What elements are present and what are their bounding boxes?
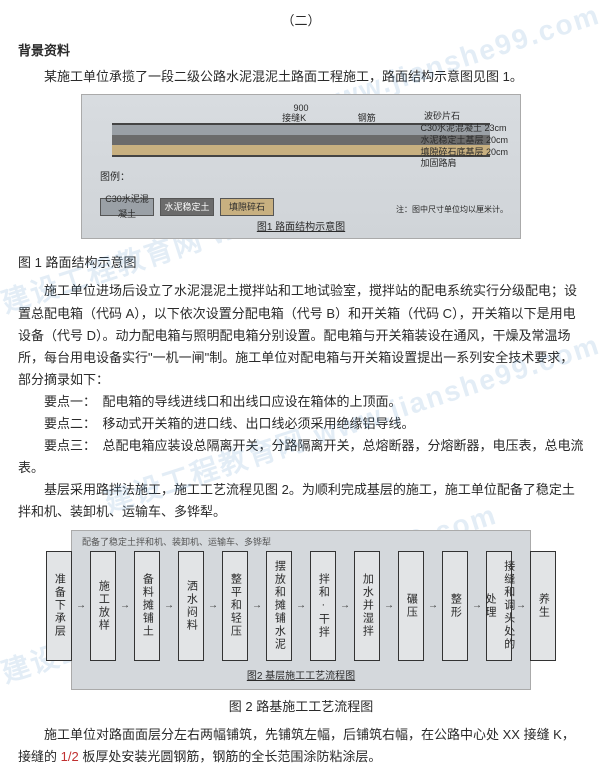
figure-2-wrap: 配备了稳定土拌和机、装卸机、运输车、多铧犁 准备下承层→ 施工放样→ 备料摊铺土…: [18, 530, 584, 690]
fig1-right-label: 加固路肩: [420, 158, 508, 170]
fig1-slope-label: 波砂片石: [424, 109, 460, 124]
section-number: （二）: [18, 10, 584, 32]
fig1-legend: C30水泥混凝土 水泥稳定土 填隙碎石: [100, 198, 274, 216]
legend-item: 填隙碎石: [220, 198, 274, 216]
para4-part-b: 板厚处安装光圆钢筋，钢筋的全长范围涂防粘涂层。: [79, 749, 382, 764]
flow-arrow-icon: →: [120, 597, 130, 614]
fig2-top-hint: 配备了稳定土拌和机、装卸机、运输车、多铧犁: [82, 535, 271, 550]
flow-step: 拌和·干拌: [310, 551, 336, 661]
flow-arrow-icon: →: [76, 597, 86, 614]
fig1-right-labels: C30水泥混凝土 23cm 水泥稳定土基层 20cm 填隙碎石底基层 20cm …: [420, 123, 508, 170]
figure-1-wrap: 900 接缝K 钢筋 图例： C30水泥混凝土 水泥稳定土 填隙碎石 C30水泥…: [18, 94, 584, 246]
flow-step: 碾压: [398, 551, 424, 661]
flow-step: 加水并湿拌: [354, 551, 380, 661]
fig1-right-label: C30水泥混凝土 23cm: [420, 123, 508, 135]
paragraph-2: 施工单位进场后设立了水泥混泥土搅拌站和工地试验室，搅拌站的配电系统实行分级配电；…: [18, 280, 584, 390]
point-1: 要点一： 配电箱的导线进线口和出线口应设在箱体的上顶面。: [18, 391, 584, 413]
paragraph-1: 某施工单位承揽了一段二级公路水泥混泥土路面工程施工，路面结构示意图见图 1。: [18, 66, 584, 88]
point-2: 要点二： 移动式开关箱的进口线、出口线必须采用绝缘铝导线。: [18, 413, 584, 435]
background-title: 背景资料: [18, 40, 584, 62]
flow-arrow-icon: →: [384, 597, 394, 614]
figure-1: 900 接缝K 钢筋 图例： C30水泥混凝土 水泥稳定土 填隙碎石 C30水泥…: [81, 94, 521, 239]
flow-arrow-icon: →: [340, 597, 350, 614]
flow-arrow-icon: →: [296, 597, 306, 614]
flow-step: 准备下承层: [46, 551, 72, 661]
flow-step: 施工放样: [90, 551, 116, 661]
figure-1-caption: 图 1 路面结构示意图: [18, 252, 584, 274]
flow-step: 整平和轻压: [222, 551, 248, 661]
fig1-steel-label: 钢筋: [358, 111, 376, 126]
point-3: 要点三： 总配电箱应装设总隔离开关，分路隔离开关，总熔断器，分熔断器，电压表，总…: [18, 435, 584, 479]
flow-arrow-icon: →: [164, 597, 174, 614]
legend-item: C30水泥混凝土: [100, 198, 154, 216]
fig1-caption-inside: 图1 路面结构示意图: [257, 219, 345, 236]
fig1-right-label: 填隙碎石底基层 20cm: [420, 147, 508, 159]
para4-highlight: 1/2: [61, 749, 79, 764]
flow-step: 整形: [442, 551, 468, 661]
legend-item: 水泥稳定土: [160, 198, 214, 216]
flow-arrow-icon: →: [208, 597, 218, 614]
flow-step: 备料摊铺土: [134, 551, 160, 661]
fig1-joint-label: 接缝K: [282, 111, 306, 126]
fig1-legend-title: 图例：: [100, 169, 130, 186]
figure-2-caption: 图 2 路基施工工艺流程图: [18, 696, 584, 718]
flow-row: 准备下承层→ 施工放样→ 备料摊铺土→ 洒水闷料→ 整平和轻压→ 摆放和摊铺水泥…: [82, 551, 520, 661]
flow-step: 摆放和摊铺水泥: [266, 551, 292, 661]
fig1-right-label: 水泥稳定土基层 20cm: [420, 135, 508, 147]
paragraph-3: 基层采用路拌法施工，施工工艺流程见图 2。为顺利完成基层的施工，施工单位配备了稳…: [18, 479, 584, 523]
flow-arrow-icon: →: [516, 597, 526, 614]
fig1-note: 注：图中尺寸单位均以厘米计。: [396, 203, 508, 217]
flow-step: 洒水闷料: [178, 551, 204, 661]
fig2-caption-inside: 图2 基层施工工艺流程图: [247, 668, 355, 685]
flow-step: 接缝和调头处的处理: [486, 551, 512, 661]
figure-2: 配备了稳定土拌和机、装卸机、运输车、多铧犁 准备下承层→ 施工放样→ 备料摊铺土…: [71, 530, 531, 690]
flow-arrow-icon: →: [252, 597, 262, 614]
flow-arrow-icon: →: [428, 597, 438, 614]
flow-step: 养生: [530, 551, 556, 661]
